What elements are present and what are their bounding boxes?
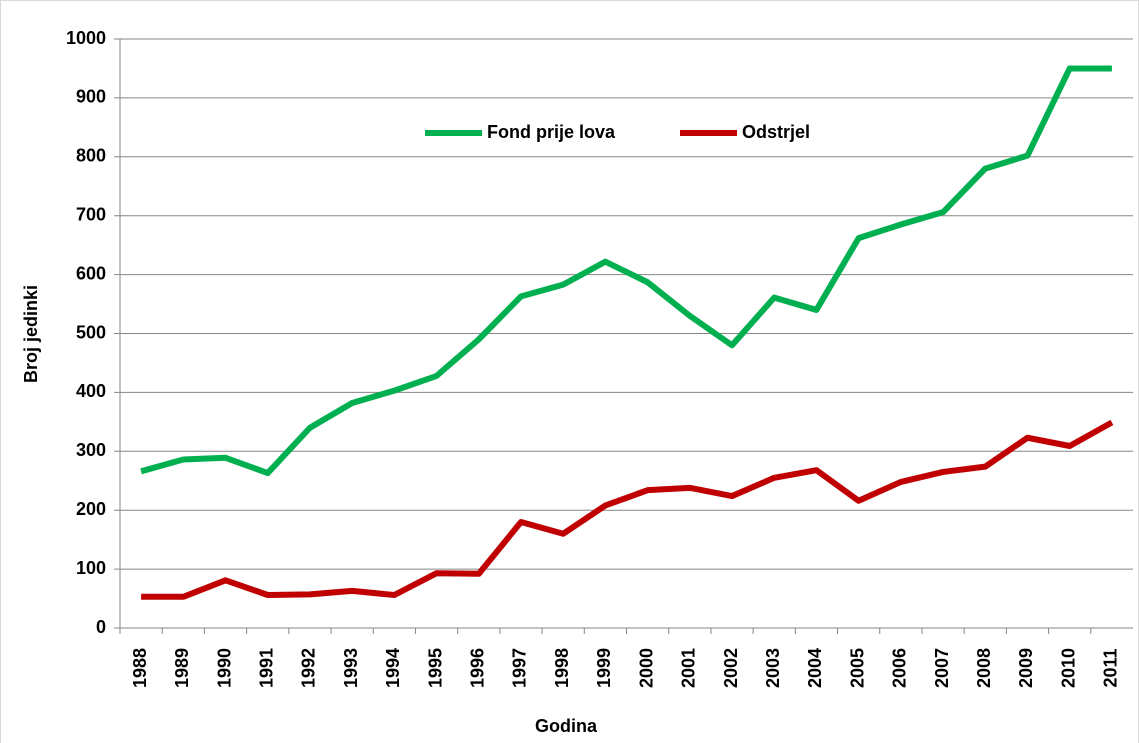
x-tick-label: 1999	[594, 648, 614, 688]
x-tick-label: 2004	[805, 648, 825, 688]
x-tick-label: 1989	[172, 648, 192, 688]
x-tick-label: 1998	[552, 648, 572, 688]
x-tick-label: 1997	[510, 648, 530, 688]
x-tick-label: 2008	[974, 648, 994, 688]
x-tick-label: 1993	[341, 648, 361, 688]
y-tick-label: 900	[76, 87, 106, 107]
x-tick-label: 2005	[847, 648, 867, 688]
x-tick-label: 1994	[383, 648, 403, 688]
x-axis-label: Godina	[535, 716, 598, 736]
x-tick-label: 2002	[721, 648, 741, 688]
y-tick-label: 300	[76, 440, 106, 460]
y-tick-label: 1000	[66, 28, 106, 48]
x-tick-label: 1996	[468, 648, 488, 688]
y-tick-label: 400	[76, 381, 106, 401]
y-tick-label: 500	[76, 322, 106, 342]
legend-label: Fond prije lova	[487, 122, 616, 142]
y-tick-label: 100	[76, 558, 106, 578]
x-tick-label: 2006	[890, 648, 910, 688]
x-tick-label: 2009	[1016, 648, 1036, 688]
x-tick-label: 1992	[299, 648, 319, 688]
y-tick-label: 800	[76, 146, 106, 166]
x-tick-label: 2007	[932, 648, 952, 688]
x-tick-label: 2001	[679, 648, 699, 688]
line-series	[141, 419, 1114, 600]
x-tick-label: 1991	[256, 648, 276, 688]
y-tick-label: 700	[76, 204, 106, 224]
x-tick-label: 1988	[130, 648, 150, 688]
y-axis-label: Broj jedinki	[21, 285, 41, 383]
x-tick-label: 2003	[763, 648, 783, 688]
y-tick-label: 0	[96, 617, 106, 637]
x-tick-label: 2011	[1101, 648, 1121, 687]
x-tick-label: 1995	[425, 648, 445, 688]
x-tick-label: 1990	[214, 648, 234, 688]
x-tick-label: 2000	[636, 648, 656, 688]
x-tick-label: 2010	[1058, 648, 1078, 688]
y-tick-label: 200	[76, 499, 106, 519]
y-tick-label: 600	[76, 263, 106, 283]
legend-label: Odstrjel	[742, 122, 810, 142]
line-series	[140, 65, 1112, 477]
